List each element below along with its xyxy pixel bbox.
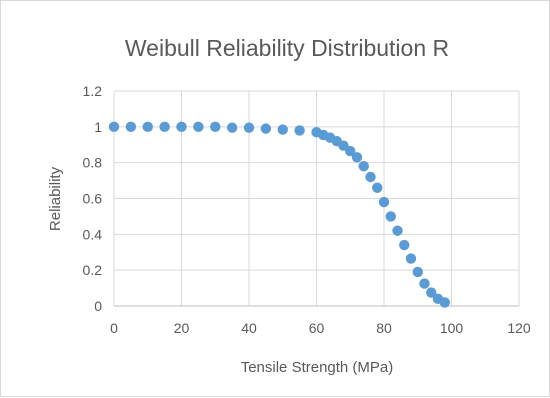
y-axis-title: Reliability (47, 166, 64, 231)
data-point (277, 124, 288, 135)
x-tick-label: 80 (376, 320, 392, 336)
data-point (193, 121, 204, 133)
x-tick-label: 0 (110, 320, 118, 336)
data-point (399, 239, 410, 251)
data-point (365, 171, 376, 183)
data-point (125, 121, 137, 133)
data-point (419, 278, 430, 289)
data-point (378, 196, 390, 208)
y-tick-label: 0.4 (83, 226, 103, 242)
y-tick-label: 1 (94, 119, 102, 135)
data-point (439, 297, 450, 308)
data-point (294, 125, 305, 136)
y-tick-label: 0.2 (83, 262, 103, 278)
x-tick-label: 100 (440, 320, 464, 336)
x-tick-label: 20 (174, 320, 190, 336)
data-point (226, 122, 238, 133)
data-point (345, 145, 356, 157)
data-point (159, 121, 170, 133)
x-tick-label: 120 (507, 320, 531, 336)
x-tick-label: 60 (309, 320, 325, 336)
data-point (372, 182, 383, 193)
data-point (176, 121, 187, 133)
chart-title: Weibull Reliability Distribution R (125, 35, 449, 61)
y-tick-label: 0 (94, 298, 102, 314)
data-point (243, 122, 255, 133)
data-point (392, 225, 403, 236)
data-point (108, 121, 120, 133)
y-tick-label: 0.6 (83, 191, 103, 207)
data-point (142, 121, 153, 133)
axes: 0 0.2 0.4 0.6 0.8 1 1.2 0 20 40 60 80 100 120 (83, 83, 531, 336)
y-tick-label: 0.8 (83, 155, 103, 171)
data-point (260, 123, 272, 134)
data-point (412, 266, 423, 278)
data-point (358, 161, 369, 172)
data-series (108, 121, 450, 308)
y-tick-label: 1.2 (83, 83, 103, 99)
data-point (385, 211, 396, 222)
data-point (210, 121, 221, 133)
data-point (351, 152, 363, 163)
gridlines (114, 90, 520, 306)
x-tick-label: 40 (241, 320, 257, 336)
data-point (426, 287, 437, 298)
x-axis-title: Tensile Strength (MPa) (241, 359, 394, 376)
data-point (405, 253, 417, 264)
